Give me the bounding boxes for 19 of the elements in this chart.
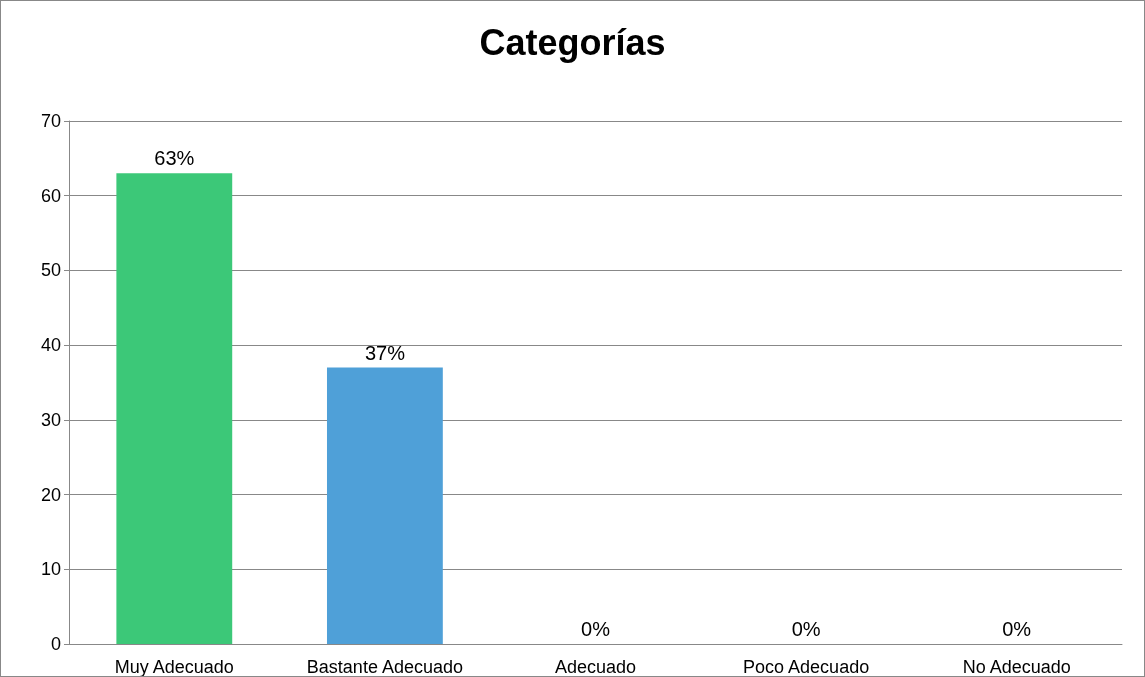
x-tick-label: Bastante Adecuado (306, 657, 463, 677)
y-tick-label: 70 (40, 111, 61, 131)
y-tick-label: 0 (50, 634, 61, 654)
chart-title: Categorías (479, 21, 666, 63)
data-label: 37% (364, 341, 406, 364)
y-tick-label: 50 (40, 260, 61, 281)
x-tick-label: Poco Adecuado (743, 657, 870, 677)
x-tick-label: Muy Adecuado (114, 657, 234, 677)
y-tick-label: 20 (40, 484, 61, 505)
x-tick-label: No Adecuado (962, 657, 1071, 677)
y-tick-label: 10 (40, 559, 61, 580)
data-label: 63% (154, 147, 195, 170)
y-tick-label: 30 (40, 409, 61, 430)
y-tick-label: 40 (40, 335, 61, 356)
data-label: 0% (1002, 618, 1032, 640)
x-tick-label: Adecuado (554, 657, 637, 677)
data-label: 0% (581, 618, 611, 640)
y-tick-label: 60 (40, 185, 61, 206)
data-label: 0% (791, 618, 821, 640)
